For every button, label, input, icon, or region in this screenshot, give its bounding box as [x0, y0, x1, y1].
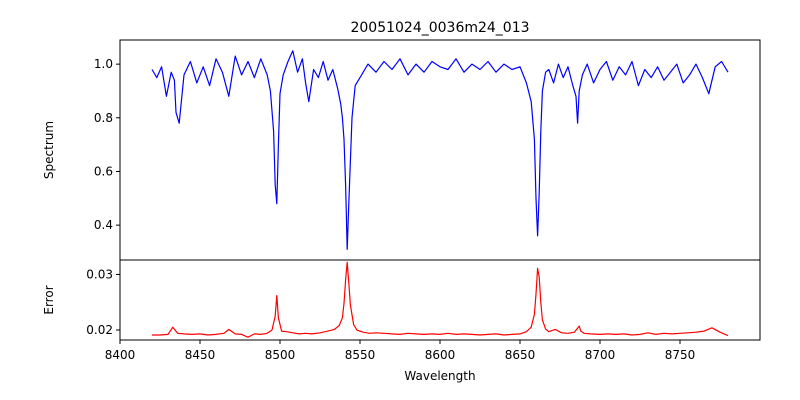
chart-title: 20051024_0036m24_013 [350, 20, 529, 36]
error-panel: 0.02 0.03 Error [42, 259, 761, 341]
x-tick-label: 8750 [665, 348, 696, 362]
error-series-line [152, 261, 729, 338]
spectrum-y-tick-label: 0.8 [94, 111, 113, 125]
spectrum-panel: 0.4 0.6 0.8 1.0 Spectrum [42, 39, 761, 261]
x-tick-label: 8550 [345, 348, 376, 362]
x-tick-label: 8400 [105, 348, 136, 362]
x-tick-label: 8700 [585, 348, 616, 362]
x-tick-label: 8450 [185, 348, 216, 362]
x-tick-label: 8600 [425, 348, 456, 362]
error-y-tick-label: 0.02 [86, 323, 113, 337]
x-tick-label: 8650 [505, 348, 536, 362]
error-y-axis-label: Error [42, 285, 56, 314]
spectrum-y-tick-label: 0.4 [94, 218, 113, 232]
x-tick-label: 8500 [265, 348, 296, 362]
x-axis-label: Wavelength [404, 369, 475, 383]
spectrum-y-axis-label: Spectrum [42, 121, 56, 179]
spectrum-y-tick-label: 0.6 [94, 164, 113, 178]
spectrum-y-tick-label: 1.0 [94, 57, 113, 71]
spectrum-series-line [151, 50, 729, 250]
error-y-tick-label: 0.03 [86, 267, 113, 281]
